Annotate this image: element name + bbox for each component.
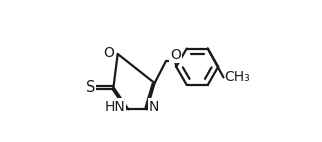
Text: CH₃: CH₃ <box>224 70 250 84</box>
Text: N: N <box>149 100 159 114</box>
Text: S: S <box>86 80 95 95</box>
Text: O: O <box>103 46 114 60</box>
Text: HN: HN <box>104 100 125 114</box>
Text: O: O <box>170 48 181 62</box>
